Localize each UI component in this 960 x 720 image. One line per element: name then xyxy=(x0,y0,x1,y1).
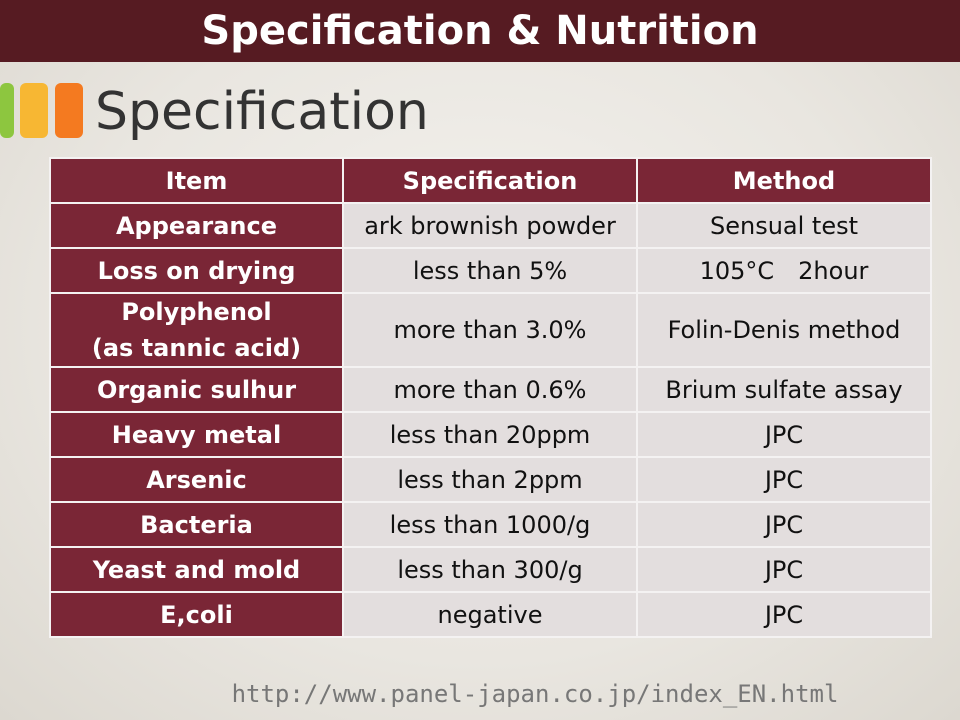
column-header: Method xyxy=(636,157,932,204)
value-cell: JPC xyxy=(636,411,932,458)
accent-yellow xyxy=(20,83,48,138)
value-cell: less than 300/g xyxy=(342,546,638,593)
table-row: Arsenic less than 2ppm JPC xyxy=(49,456,932,503)
column-header: Specification xyxy=(342,157,638,204)
table-row: E,coli negative JPC xyxy=(49,591,932,638)
value-cell: Folin-Denis method xyxy=(636,292,932,368)
table-row: Loss on drying less than 5% 105°C 2hour xyxy=(49,247,932,294)
table-row: Organic sulhur more than 0.6% Brium sulfat… xyxy=(49,366,932,413)
value-cell: less than 20ppm xyxy=(342,411,638,458)
value-cell: less than 1000/g xyxy=(342,501,638,548)
footer-url: http://www.panel-japan.co.jp/index_EN.ht… xyxy=(231,680,839,708)
header-row: Item Specification Method xyxy=(49,157,932,204)
table-row: Yeast and mold less than 300/g JPC xyxy=(49,546,932,593)
value-cell: more than 0.6% xyxy=(342,366,638,413)
table-row: Appearance ark brownish powder Sensual tes… xyxy=(49,202,932,249)
value-cell: less than 2ppm xyxy=(342,456,638,503)
value-cell: JPC xyxy=(636,546,932,593)
value-cell: 105°C 2hour xyxy=(636,247,932,294)
value-cell: JPC xyxy=(636,456,932,503)
accent-green xyxy=(0,83,14,138)
table-row: Heavy metal less than 20ppm JPC xyxy=(49,411,932,458)
item-cell: E,coli xyxy=(49,591,344,638)
item-cell: Polyphenol (as tannic acid) xyxy=(49,292,344,368)
value-cell: negative xyxy=(342,591,638,638)
value-cell: Brium sulfate assay xyxy=(636,366,932,413)
table-row: Bacteria less than 1000/g JPC xyxy=(49,501,932,548)
item-cell: Arsenic xyxy=(49,456,344,503)
value-cell: more than 3.0% xyxy=(342,292,638,368)
value-cell: less than 5% xyxy=(342,247,638,294)
item-cell: Loss on drying xyxy=(49,247,344,294)
table-row: Polyphenol (as tannic acid) more than 3.0… xyxy=(49,292,932,368)
column-header: Item xyxy=(49,157,344,204)
value-cell: ark brownish powder xyxy=(342,202,638,249)
spec-table: Item Specification Method Appearance ark br… xyxy=(49,157,932,638)
value-cell: JPC xyxy=(636,591,932,638)
item-cell: Organic sulhur xyxy=(49,366,344,413)
item-cell: Yeast and mold xyxy=(49,546,344,593)
header-title: Specification & Nutrition xyxy=(0,0,960,62)
section-title: Specification xyxy=(95,82,429,142)
item-cell: Appearance xyxy=(49,202,344,249)
item-cell: Bacteria xyxy=(49,501,344,548)
value-cell: JPC xyxy=(636,501,932,548)
item-cell: Heavy metal xyxy=(49,411,344,458)
accent-orange xyxy=(55,83,83,138)
value-cell: Sensual test xyxy=(636,202,932,249)
